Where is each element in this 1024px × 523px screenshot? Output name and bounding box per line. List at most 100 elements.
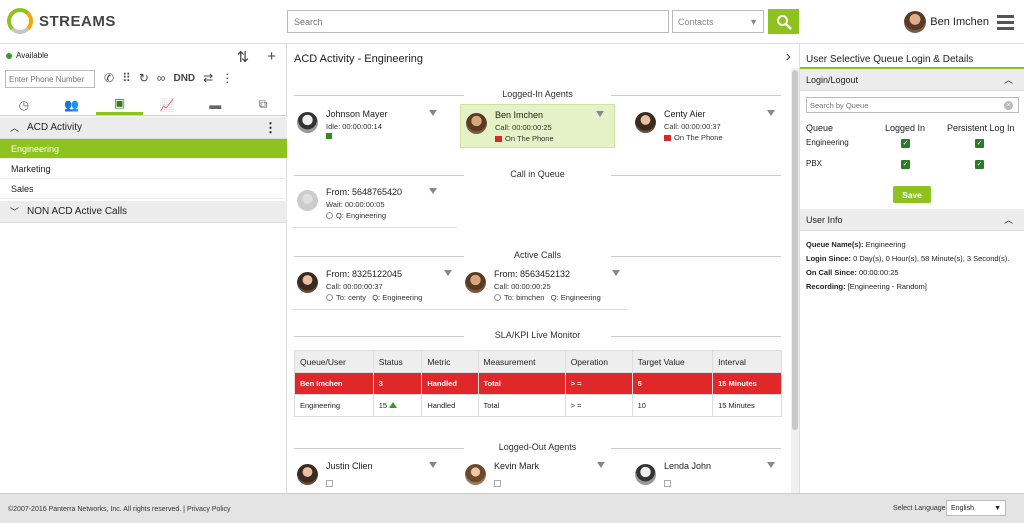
- active-call-card[interactable]: From: 8325122045 Call: 00:00:00:37 To: c…: [292, 264, 462, 308]
- search-input[interactable]: [287, 10, 669, 33]
- logged-in-checkbox[interactable]: ✓: [901, 139, 910, 148]
- dnd-button[interactable]: DND: [173, 72, 196, 84]
- queue-icon: [326, 212, 333, 219]
- status-value: 15: [378, 401, 388, 410]
- persistent-checkbox[interactable]: ✓: [975, 160, 984, 169]
- copyright-text[interactable]: ©2007-2016 Panterra Networks, Inc. All r…: [8, 506, 231, 513]
- agent-name: Lenda John: [664, 461, 712, 471]
- dialpad-icon[interactable]: ⠿: [122, 71, 131, 85]
- tab-contacts[interactable]: 👥: [48, 94, 96, 115]
- caret-down-icon[interactable]: [444, 270, 452, 276]
- avatar: [466, 113, 487, 134]
- avatar: [297, 464, 318, 485]
- language-select[interactable]: English ▼: [946, 500, 1006, 516]
- col-queue-user: Queue/User: [294, 350, 374, 373]
- cell-operation: > =: [564, 372, 633, 395]
- logged-out-agent-card[interactable]: Justin Clien: [292, 456, 447, 493]
- divider: [292, 309, 627, 310]
- avatar: [904, 11, 927, 33]
- left-toolbar: ⇅ +: [237, 48, 276, 66]
- logged-in-checkbox[interactable]: ✓: [901, 160, 910, 169]
- info-on-call-since: On Call Since: 00:00:00:25: [806, 268, 899, 277]
- scrollbar[interactable]: [791, 68, 799, 493]
- tab-files[interactable]: ▬: [191, 94, 239, 115]
- caret-down-icon[interactable]: [429, 188, 437, 194]
- swap-icon[interactable]: ⇅: [236, 49, 250, 66]
- folder-icon: ▬: [209, 97, 222, 112]
- call-route: To: centy Q: Engineering: [326, 293, 422, 302]
- persistent-checkbox[interactable]: ✓: [975, 139, 984, 148]
- phone-icon[interactable]: ✆: [104, 71, 115, 85]
- chevron-right-icon[interactable]: ›: [785, 48, 791, 65]
- logged-out-agent-card[interactable]: Lenda John: [630, 456, 785, 493]
- offline-status-icon: [494, 480, 501, 487]
- phone-number-input[interactable]: [5, 70, 95, 88]
- kebab-menu-icon[interactable]: ⋮: [264, 119, 277, 135]
- tab-analytics[interactable]: 📈: [143, 94, 191, 115]
- queue-item-sales[interactable]: Sales: [0, 179, 287, 199]
- info-value: [Engineering - Random]: [845, 282, 927, 291]
- avatar: [465, 464, 486, 485]
- more-icon[interactable]: ⋮: [221, 71, 234, 85]
- availability-status[interactable]: Available: [6, 51, 48, 60]
- caret-down-icon[interactable]: [767, 110, 775, 116]
- call-to: To: centy: [336, 293, 367, 302]
- tab-groups[interactable]: ⧉: [239, 94, 287, 115]
- agent-card[interactable]: Centy Aier Call: 00:00:00:37 On The Phon…: [630, 104, 785, 148]
- voicemail-icon[interactable]: ∞: [156, 71, 166, 85]
- avatar: [635, 464, 656, 485]
- caret-down-icon[interactable]: [767, 462, 775, 468]
- col-status: Status: [372, 350, 423, 373]
- transfer-icon[interactable]: ⇄: [203, 71, 214, 85]
- queue-call-card[interactable]: From: 5648765420 Wait: 00:00:00:05 Q: En…: [292, 182, 447, 226]
- left-tabs: ◷ 👥 ▣ 📈 ▬ ⧉: [0, 94, 287, 116]
- cell-interval: 15 Minutes: [712, 394, 782, 417]
- col-measurement: Measurement: [477, 350, 566, 373]
- agent-card[interactable]: Ben Imchen Call: 00:00:00:25 On The Phon…: [460, 104, 615, 148]
- acd-activity-label: ACD Activity: [27, 122, 83, 133]
- active-call-card[interactable]: From: 8563452132 Call: 00:00:00:25 To: b…: [460, 264, 630, 308]
- acd-activity-header[interactable]: ︿ ACD Activity ⋮: [0, 117, 287, 139]
- forward-call-icon[interactable]: ↻: [138, 71, 149, 85]
- non-acd-header[interactable]: ﹀ NON ACD Active Calls: [0, 201, 287, 223]
- queue-item-engineering[interactable]: Engineering: [0, 139, 287, 159]
- right-panel: User Selective Queue Login & Details Log…: [799, 44, 1024, 493]
- queue-row-name: PBX: [806, 159, 823, 168]
- caret-down-icon[interactable]: [429, 462, 437, 468]
- caret-down-icon[interactable]: [596, 111, 604, 117]
- footer: ©2007-2016 Panterra Networks, Inc. All r…: [0, 493, 1024, 523]
- status-label: Available: [16, 51, 49, 60]
- table-row[interactable]: Engineering 15 Handled Total > = 10 15 M…: [294, 394, 782, 417]
- caret-down-icon[interactable]: [597, 462, 605, 468]
- scrollbar-thumb[interactable]: [792, 70, 798, 430]
- cell-queue-user: Engineering: [294, 394, 374, 417]
- login-logout-header[interactable]: Login/Logout ︿: [800, 69, 1024, 91]
- queue-item-marketing[interactable]: Marketing: [0, 159, 287, 179]
- agent-timer: Idle: 00:00:00:14: [326, 122, 382, 131]
- user-menu[interactable]: Ben Imchen: [904, 11, 1014, 33]
- add-icon[interactable]: +: [267, 48, 276, 65]
- caret-down-icon[interactable]: [612, 270, 620, 276]
- clear-icon[interactable]: ×: [1004, 101, 1013, 110]
- table-row[interactable]: Ben Imchen 3 Handled Total > = 5 15 Minu…: [294, 372, 782, 395]
- search-button[interactable]: [768, 9, 799, 34]
- tab-history[interactable]: ◷: [0, 94, 48, 115]
- clock-icon: ◷: [18, 97, 30, 112]
- agent-name: Justin Clien: [326, 461, 373, 471]
- user-info-header[interactable]: User Info ︿: [800, 209, 1024, 231]
- caret-down-icon[interactable]: [429, 110, 437, 116]
- agent-status: On The Phone: [664, 133, 723, 142]
- logged-out-agent-card[interactable]: Kevin Mark: [460, 456, 615, 493]
- contacts-label: Contacts: [678, 16, 714, 27]
- avatar: [635, 112, 656, 133]
- agent-card[interactable]: Johnson Mayer Idle: 00:00:00:14: [292, 104, 447, 148]
- agent-status: [326, 133, 332, 139]
- queue-search-input[interactable]: [806, 97, 1019, 113]
- logo[interactable]: STREAMS: [7, 8, 116, 34]
- hamburger-menu-icon[interactable]: [997, 14, 1014, 30]
- cell-status: 3: [372, 372, 423, 395]
- col-metric: Metric: [421, 350, 479, 373]
- tab-acd-monitor[interactable]: ▣: [95, 94, 144, 115]
- save-button[interactable]: Save: [893, 186, 931, 203]
- contacts-dropdown[interactable]: Contacts ▼: [672, 10, 764, 33]
